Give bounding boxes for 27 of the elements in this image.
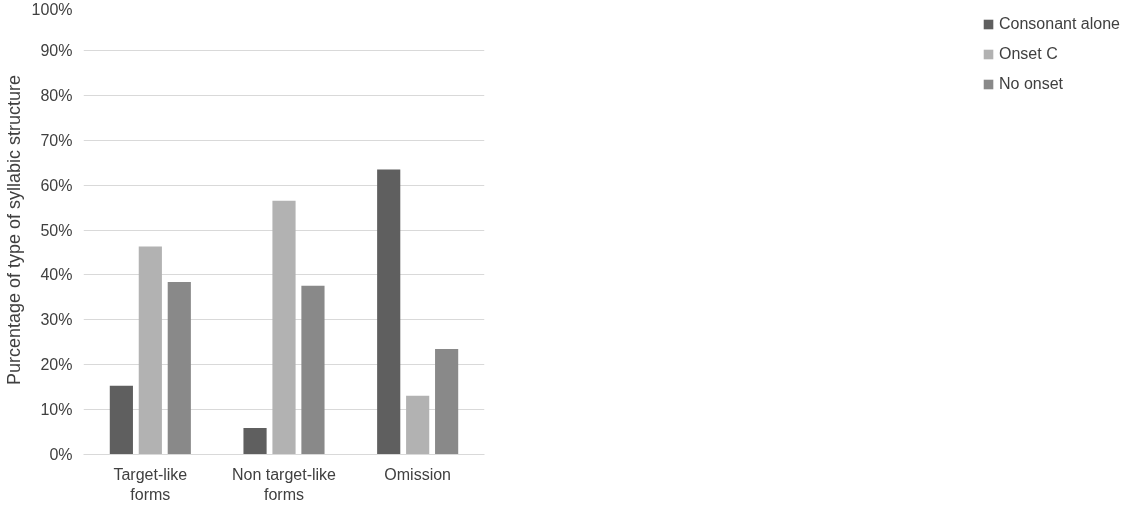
bar [377, 169, 401, 455]
bar [406, 395, 430, 455]
legend-label: No onset [999, 75, 1064, 93]
bar [109, 385, 133, 455]
bar [435, 348, 459, 455]
x-tick-label: Non target-like forms [231, 465, 337, 503]
bar [243, 428, 267, 455]
y-tick-label: 20% [40, 356, 73, 374]
bar [138, 246, 162, 455]
x-tick-label: Omission [384, 465, 452, 483]
y-tick-label: 40% [40, 266, 73, 284]
y-tick-label: 50% [40, 221, 73, 239]
bar [301, 285, 325, 455]
y-tick-label: 10% [40, 401, 73, 419]
bar [167, 282, 191, 455]
legend-label: Onset C [999, 45, 1058, 63]
y-tick-label: 60% [40, 176, 73, 194]
y-tick-label: 80% [40, 86, 73, 104]
y-axis-title: Purcentage of type of syllabic structure [3, 74, 24, 386]
x-tick-label: Target-like forms [113, 465, 188, 503]
y-tick-label: 30% [40, 311, 73, 329]
legend-label: Consonant alone [999, 15, 1120, 33]
y-tick-label: 100% [31, 0, 73, 18]
y-tick-label: 0% [49, 446, 73, 463]
bar [272, 200, 296, 455]
y-tick-label: 90% [40, 41, 73, 59]
y-tick-label: 70% [40, 131, 73, 149]
